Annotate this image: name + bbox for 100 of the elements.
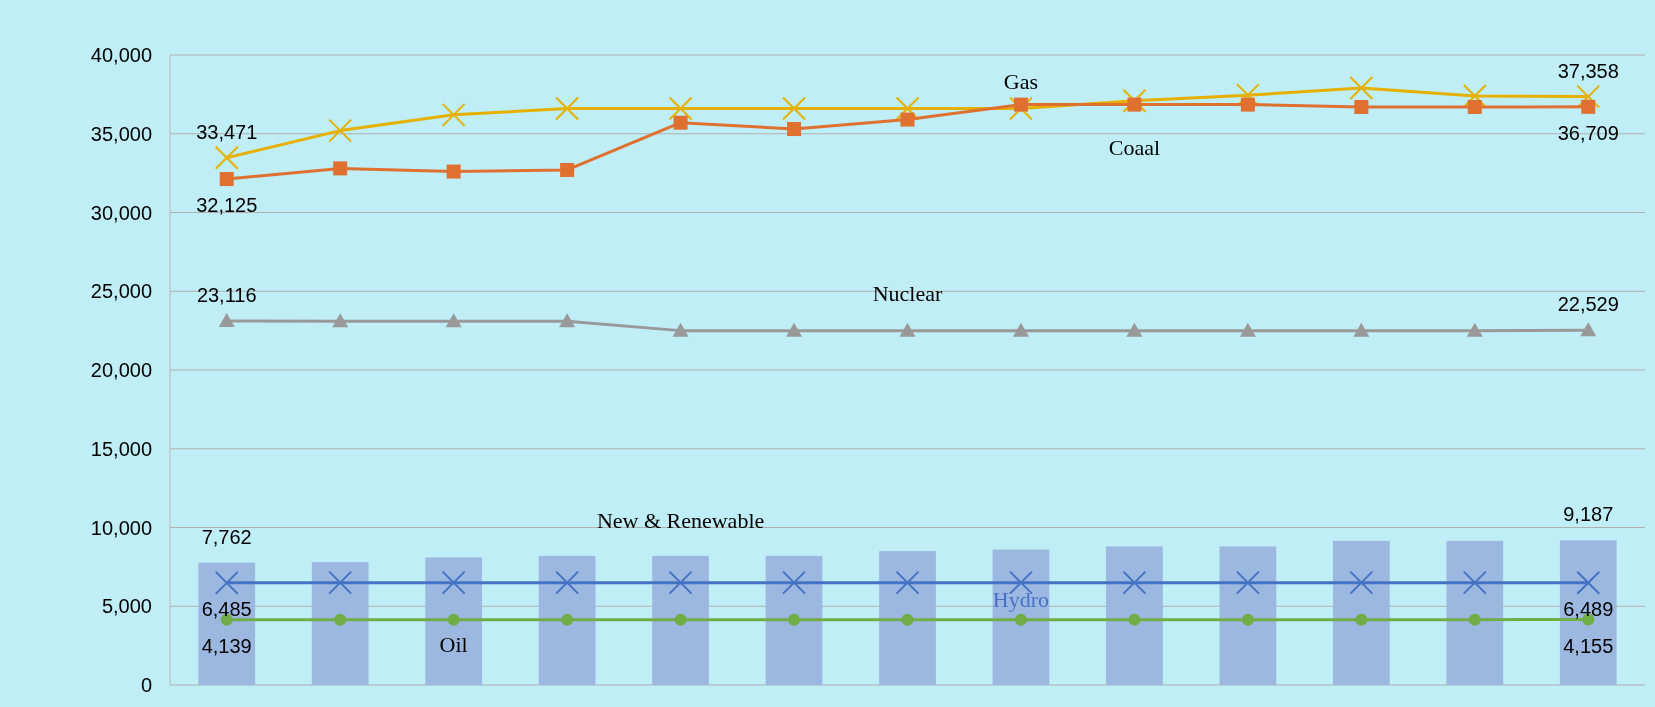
y-tick-label: 10,000 (90, 516, 152, 539)
point (1576, 570, 1601, 595)
data-label: 6,485 (201, 597, 252, 620)
y-tick-label: 20,000 (90, 359, 152, 381)
y-tick-label: 15,000 (90, 437, 152, 460)
point (1013, 97, 1028, 112)
data-label: 4,155 (1563, 634, 1614, 657)
point (782, 570, 807, 595)
data-label: 22,529 (1557, 293, 1619, 316)
point (673, 115, 688, 130)
bar (1106, 546, 1163, 685)
bar (1559, 540, 1617, 685)
bar (1446, 540, 1504, 685)
point (1014, 613, 1027, 626)
point (328, 570, 353, 595)
point (1241, 613, 1254, 626)
point (328, 118, 353, 143)
bar (879, 551, 936, 685)
point (441, 102, 466, 127)
y-tick-label: 35,000 (90, 122, 152, 145)
series-label: Nuclear (872, 280, 943, 306)
point (446, 164, 461, 179)
point (218, 312, 235, 327)
data-label: 32,125 (196, 194, 258, 217)
bar (311, 562, 369, 685)
point (1008, 570, 1033, 595)
point (900, 112, 915, 127)
point (1240, 97, 1255, 112)
point (555, 96, 580, 121)
data-label: 7,762 (201, 525, 252, 548)
point (1349, 76, 1374, 101)
point (1239, 322, 1256, 337)
series-label: Hydro (992, 586, 1050, 612)
point (1126, 322, 1143, 337)
point (668, 570, 693, 595)
point (901, 613, 914, 626)
point (1581, 99, 1596, 114)
bar (1332, 540, 1390, 685)
point (1353, 322, 1370, 337)
point (560, 162, 575, 177)
point (559, 313, 576, 328)
point (1462, 570, 1487, 595)
point (899, 322, 916, 337)
bar (652, 555, 709, 685)
data-label: 4,139 (201, 634, 252, 657)
point (1462, 83, 1487, 108)
bar (765, 555, 823, 685)
point (214, 145, 239, 170)
point (1128, 613, 1141, 626)
y-tick-label: 30,000 (90, 201, 152, 224)
point (555, 570, 580, 595)
point (788, 613, 801, 626)
point (214, 570, 239, 595)
point (1127, 97, 1142, 112)
data-label: 37,358 (1557, 59, 1619, 82)
point (1235, 570, 1260, 595)
point (1349, 570, 1374, 595)
bar (538, 555, 596, 685)
data-label: 33,471 (196, 120, 258, 143)
point (441, 570, 466, 595)
point (1576, 84, 1601, 109)
series-label: Oil (439, 631, 468, 657)
point (1467, 99, 1482, 114)
y-tick-label: 0 (140, 674, 152, 696)
bar (1219, 546, 1277, 685)
point (895, 96, 920, 121)
point (1355, 613, 1368, 626)
y-tick-label: 40,000 (90, 44, 152, 66)
y-tick-label: 25,000 (90, 280, 152, 303)
point (1354, 99, 1369, 114)
point (1122, 570, 1147, 595)
point (674, 613, 687, 626)
point (334, 613, 347, 626)
point (1466, 322, 1483, 337)
point (786, 322, 803, 337)
series-label: Gas (1003, 68, 1039, 94)
bar (992, 549, 1050, 685)
point (787, 122, 802, 137)
point (447, 613, 460, 626)
point (333, 161, 348, 176)
point (668, 96, 693, 121)
point (561, 613, 574, 626)
point (1468, 613, 1481, 626)
point (672, 322, 689, 337)
y-tick-label: 5,000 (101, 595, 152, 618)
data-label: 9,187 (1563, 503, 1614, 526)
data-label: 23,116 (196, 283, 257, 306)
point (1580, 322, 1597, 337)
data-label: 36,709 (1557, 121, 1619, 144)
data-label: 6,489 (1563, 597, 1614, 620)
point (445, 313, 462, 328)
series-label: Coaal (1108, 134, 1161, 160)
point (782, 96, 807, 121)
point (1235, 83, 1260, 108)
series-label: New & Renewable (596, 507, 765, 533)
point (1012, 322, 1029, 337)
point (895, 570, 920, 595)
point (332, 313, 349, 328)
bar (425, 557, 483, 685)
point (219, 172, 234, 187)
